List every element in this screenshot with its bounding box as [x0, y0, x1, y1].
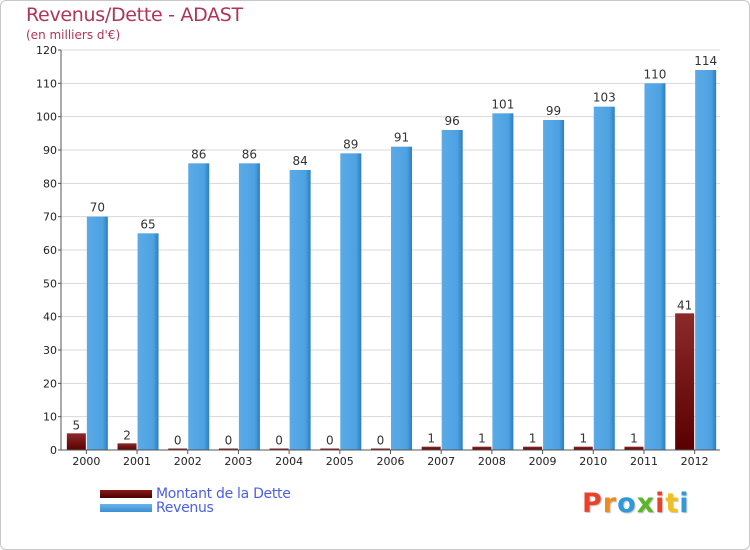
y-tick-label: 20: [43, 377, 57, 390]
data-label-dette: 1: [478, 432, 486, 446]
x-tick-label: 2006: [377, 455, 405, 468]
y-tick-label: 110: [36, 77, 57, 90]
y-tick-label: 120: [36, 44, 57, 57]
x-tick-label: 2003: [224, 455, 252, 468]
y-tick-label: 50: [43, 277, 57, 290]
data-label-dette: 0: [275, 434, 283, 448]
data-label-revenus: 86: [242, 147, 257, 161]
bar-dette-2000: [66, 433, 86, 450]
data-label-dette: 1: [427, 432, 435, 446]
bar-revenus-2007: [441, 130, 463, 450]
bar-revenus-2001: [137, 233, 159, 450]
logo-letter: i: [679, 488, 690, 519]
x-tick-label: 2004: [275, 455, 303, 468]
x-tick-label: 2001: [123, 455, 151, 468]
data-label-dette: 0: [326, 434, 334, 448]
y-tick-label: 40: [43, 311, 57, 324]
y-tick-label: 70: [43, 211, 57, 224]
data-label-dette: 5: [73, 418, 81, 432]
x-tick-label: 2011: [630, 455, 658, 468]
bar-revenus-2010: [593, 106, 615, 451]
bar-revenus-2008: [492, 113, 514, 450]
bar-dette-2007: [421, 446, 441, 450]
legend-label-revenus: Revenus: [156, 500, 214, 516]
data-label-revenus: 65: [140, 217, 155, 231]
x-tick-label: 2012: [681, 455, 709, 468]
data-label-dette: 1: [529, 432, 537, 446]
bar-revenus-2006: [391, 146, 412, 450]
y-tick-label: 100: [36, 111, 57, 124]
x-tick-label: 2009: [529, 455, 557, 468]
data-label-revenus: 110: [644, 67, 667, 81]
bar-dette-2005: [320, 448, 340, 450]
legend-label-dette: Montant de la Dette: [156, 486, 291, 502]
data-label-revenus: 86: [191, 147, 206, 161]
bar-revenus-2000: [86, 216, 108, 450]
logo-letter: P: [582, 488, 603, 519]
proxiti-logo: Proxiti: [582, 488, 690, 519]
bar-dette-2004: [269, 448, 289, 450]
legend-swatch-revenus: [100, 504, 152, 512]
data-label-revenus: 114: [694, 54, 717, 68]
data-label-revenus: 89: [343, 137, 358, 151]
logo-letter: r: [602, 488, 618, 519]
x-tick-label: 2005: [326, 455, 354, 468]
logo-letter: i: [655, 488, 666, 519]
bar-dette-2006: [371, 448, 390, 450]
chart-title: Revenus/Dette - ADAST: [26, 4, 243, 26]
labels-layer: 5 70 2 65 0 86 0 86 0 84 0 89 0 91 1 96 1 101 1 99 1 103 1 110 4…: [73, 54, 718, 448]
bar-revenus-2004: [289, 170, 311, 450]
logo-letter: o: [617, 488, 637, 519]
bar-revenus-2009: [543, 120, 565, 450]
data-label-dette: 41: [677, 298, 692, 312]
bar-dette-2001: [117, 443, 137, 450]
chart-subtitle: (en milliers d'€): [26, 28, 121, 42]
data-label-dette: 0: [174, 434, 182, 448]
bar-dette-2003: [218, 448, 238, 450]
data-label-dette: 0: [225, 434, 233, 448]
bar-revenus-2005: [340, 153, 362, 451]
data-label-revenus: 103: [593, 91, 616, 105]
x-tick-label: 2000: [72, 455, 100, 468]
bar-revenus-2003: [238, 163, 260, 451]
data-label-revenus: 70: [90, 201, 105, 215]
y-tick-label: 30: [43, 344, 57, 357]
bar-dette-2011: [624, 446, 644, 450]
bar-dette-2012: [675, 313, 695, 450]
bars-layer: [66, 70, 717, 451]
data-label-revenus: 99: [546, 104, 561, 118]
bar-dette-2009: [523, 446, 543, 450]
x-tick-label: 2008: [478, 455, 506, 468]
data-label-dette: 1: [630, 432, 638, 446]
bar-revenus-2012: [695, 70, 717, 450]
bar-revenus-2011: [644, 83, 666, 450]
logo-letter: t: [665, 488, 680, 519]
bar-dette-2010: [573, 446, 593, 450]
x-tick-label: 2007: [427, 455, 455, 468]
legend-swatch-dette: [100, 490, 152, 498]
x-tick-label: 2002: [174, 455, 202, 468]
bar-dette-2008: [472, 446, 492, 450]
data-label-dette: 2: [123, 428, 131, 442]
data-label-dette: 0: [377, 434, 385, 448]
data-label-revenus: 101: [491, 97, 514, 111]
x-tick-label: 2010: [579, 455, 607, 468]
data-label-revenus: 91: [394, 131, 409, 145]
y-tick-label: 80: [43, 177, 57, 190]
data-label-dette: 1: [579, 432, 587, 446]
bar-dette-2002: [168, 448, 188, 450]
data-label-revenus: 84: [292, 154, 307, 168]
y-tick-label: 0: [50, 444, 57, 457]
y-tick-label: 60: [43, 244, 57, 257]
y-tick-label: 10: [43, 411, 57, 424]
logo-letter: x: [636, 488, 656, 519]
grid-layer: [61, 49, 720, 451]
data-label-revenus: 96: [445, 114, 460, 128]
y-tick-label: 90: [43, 144, 57, 157]
bar-revenus-2002: [188, 163, 210, 451]
